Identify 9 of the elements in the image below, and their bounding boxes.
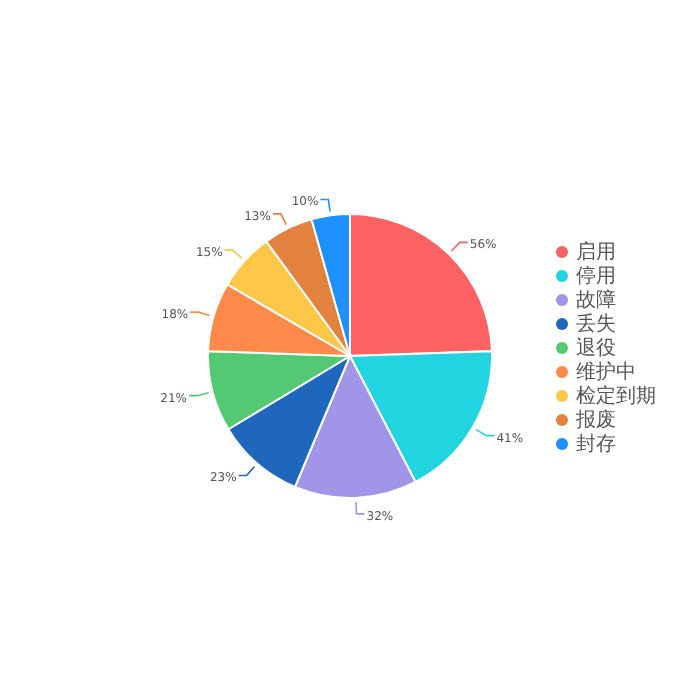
legend-label: 退役 <box>576 338 616 360</box>
legend-label: 停用 <box>576 266 616 288</box>
legend-label: 封存 <box>576 434 616 456</box>
legend-label: 丢失 <box>576 314 616 336</box>
legend-label: 维护中 <box>576 362 636 384</box>
legend-label: 故障 <box>576 290 616 312</box>
legend-label: 检定到期 <box>576 386 656 408</box>
legend-label: 报废 <box>576 410 616 432</box>
legend-label: 启用 <box>576 242 616 264</box>
